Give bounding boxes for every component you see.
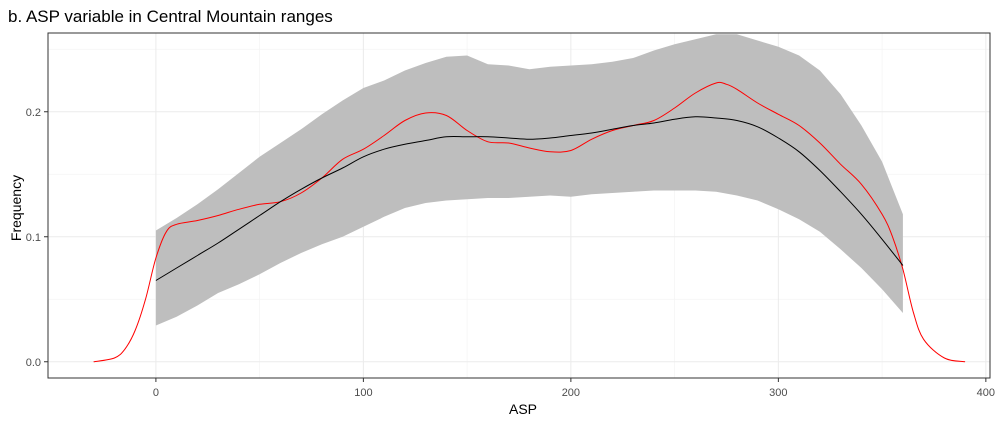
chart-title: b. ASP variable in Central Mountain rang… — [8, 7, 333, 26]
x-tick-label: 0 — [153, 387, 159, 399]
confidence-ribbon — [155, 34, 903, 326]
density-line — [93, 81, 966, 363]
ribbon-layer — [155, 34, 903, 326]
panel-border — [47, 32, 991, 379]
y-tick-label: 0.0 — [26, 357, 41, 369]
x-tick-label: 300 — [769, 387, 787, 399]
y-tick-label: 0.1 — [26, 232, 41, 244]
x-axis: 0 100 200 300 400 — [153, 378, 995, 399]
x-tick-label: 400 — [977, 387, 995, 399]
y-axis: 0.0 0.1 0.2 — [26, 107, 48, 369]
x-tick-label: 200 — [562, 387, 580, 399]
x-axis-title: ASP — [509, 401, 537, 417]
smooth-line — [155, 116, 904, 281]
x-tick-label: 100 — [354, 387, 372, 399]
y-tick-label: 0.2 — [26, 107, 41, 119]
y-axis-title: Frequency — [8, 175, 24, 241]
series-layer — [93, 81, 966, 363]
